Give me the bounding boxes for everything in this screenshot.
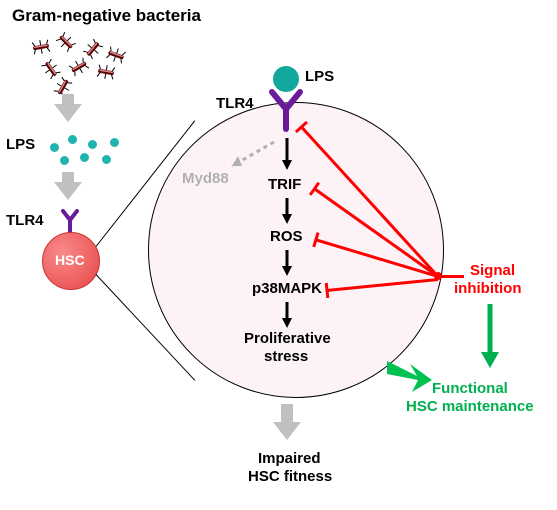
stress-label: stress [264,348,308,365]
arrow-to-impaired-stem [281,404,293,422]
ros-label: ROS [270,228,303,245]
lps-dot [88,140,97,149]
inhibition-label: inhibition [454,280,521,297]
bacterium-icon [94,63,118,81]
signal-label: Signal [470,262,515,279]
tlr4-top-label: TLR4 [216,95,254,112]
inhibition-to-label [438,275,464,278]
arrow-lps-to-tlr4-head [54,182,82,200]
trif-label: TRIF [268,176,301,193]
prolif-label: Proliferative [244,330,331,347]
lps-top-label: LPS [305,68,334,85]
fitness-label: HSC fitness [248,468,332,485]
lps-dot [102,155,111,164]
arrow-trif-to-ros [281,196,293,231]
tlr4-left-label: TLR4 [6,212,44,229]
arrow-lps-to-tlr4-stem [62,172,74,182]
arrow-tlr4-to-trif [281,136,293,177]
arrow-green-down [478,302,502,377]
tlr4-top-icon [266,87,306,138]
lps-left-label: LPS [6,136,35,153]
bacterium-icon [29,38,53,56]
lps-dot [110,138,119,147]
arrow-to-impaired-head [273,422,301,440]
bacterium-icon [53,29,78,54]
hsc-label: HSC [55,252,85,268]
lps-dot [50,143,59,152]
p38-label: p38MAPK [252,280,322,297]
maintenance-label: HSC maintenance [406,398,534,415]
lps-dot [60,156,69,165]
title-gram-negative: Gram-negative bacteria [12,6,201,26]
functional-label: Functional [432,380,508,397]
arrow-ros-to-p38 [281,248,293,283]
bacterium-icon [103,45,128,66]
impaired-label: Impaired [258,450,321,467]
lps-dot [80,153,89,162]
arrow-bacteria-to-lps-head [54,104,82,122]
lps-dot [68,135,77,144]
myd88-label: Myd88 [182,170,229,187]
arrow-bacteria-to-lps-stem [62,94,74,104]
